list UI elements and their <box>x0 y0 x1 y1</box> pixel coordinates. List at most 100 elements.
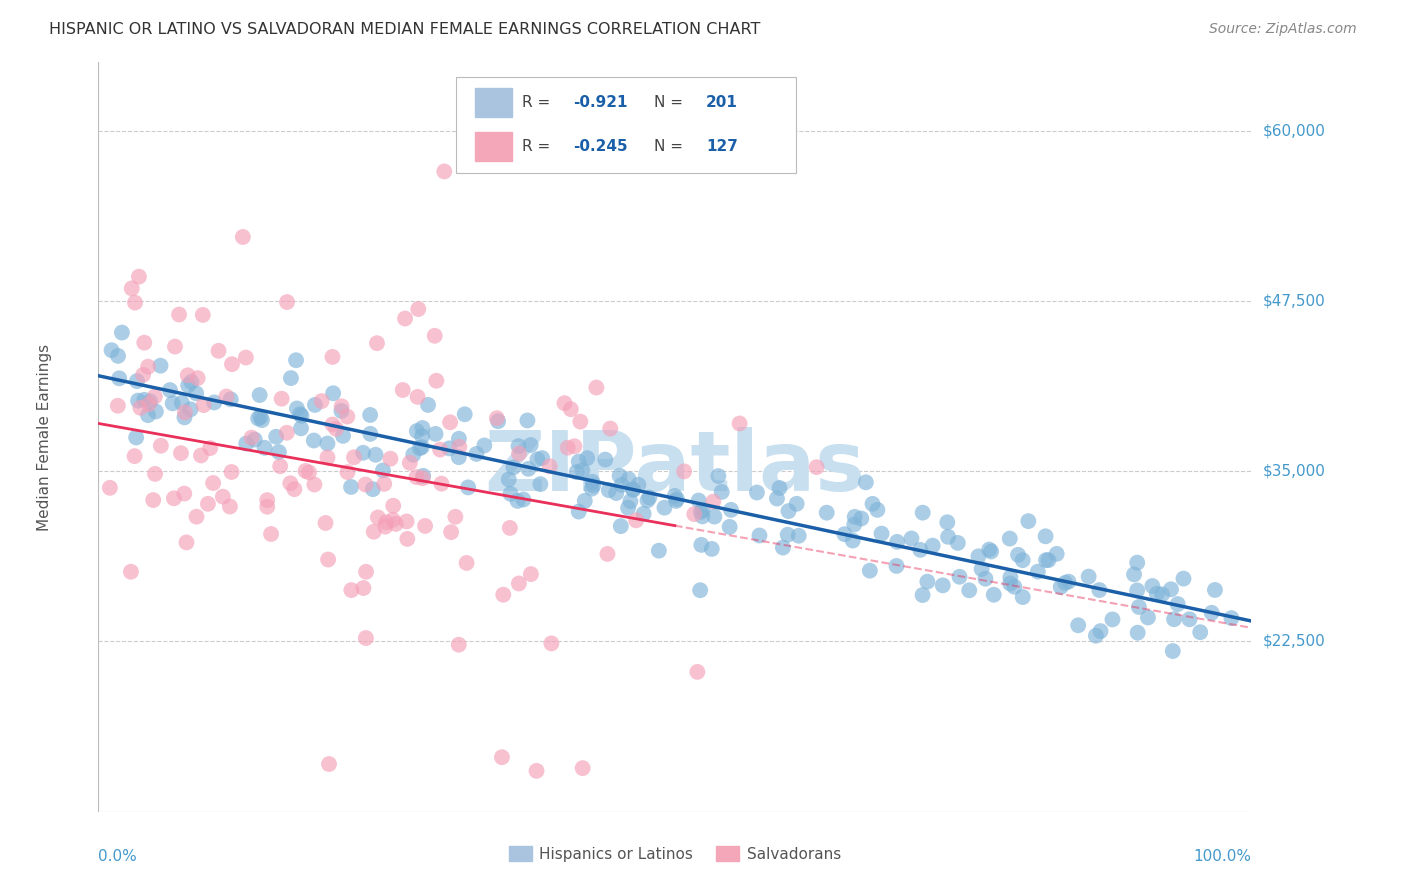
Point <box>406 301 429 316</box>
Point <box>688 493 710 508</box>
Point <box>1077 569 1099 583</box>
Point <box>1136 610 1159 624</box>
Point <box>316 436 339 450</box>
Point <box>1035 529 1057 543</box>
Point <box>364 448 387 462</box>
Point <box>425 426 447 441</box>
Point <box>143 390 166 404</box>
Text: 100.0%: 100.0% <box>1194 849 1251 864</box>
Text: $47,500: $47,500 <box>1263 293 1326 309</box>
Point <box>330 404 353 418</box>
Point <box>1173 572 1195 586</box>
Point <box>568 505 591 519</box>
Point <box>267 445 290 459</box>
Point <box>173 405 195 419</box>
Point <box>250 413 273 427</box>
Point <box>815 506 838 520</box>
Text: $60,000: $60,000 <box>1263 123 1326 138</box>
Point <box>921 539 943 553</box>
Point <box>1189 625 1212 640</box>
Point <box>391 383 413 397</box>
Point <box>380 451 402 466</box>
Point <box>253 441 276 455</box>
Point <box>316 450 339 465</box>
Point <box>748 528 770 542</box>
Point <box>280 476 302 491</box>
Point <box>128 269 150 284</box>
Point <box>1007 548 1029 562</box>
Point <box>311 394 333 409</box>
Point <box>290 421 312 435</box>
Point <box>249 410 271 425</box>
Point <box>862 497 884 511</box>
Point <box>235 351 257 365</box>
Point <box>124 295 146 310</box>
Point <box>557 441 579 455</box>
Point <box>508 576 530 591</box>
Point <box>1128 599 1150 614</box>
Point <box>142 493 165 508</box>
Point <box>162 396 184 410</box>
Point <box>406 390 429 404</box>
Point <box>1067 618 1090 632</box>
Point <box>354 477 377 491</box>
Point <box>979 542 1001 557</box>
Point <box>363 524 385 539</box>
Point <box>264 430 287 444</box>
Point <box>270 392 292 406</box>
Point <box>330 400 353 414</box>
Point <box>163 340 186 354</box>
Point <box>772 541 794 555</box>
Text: Median Female Earnings: Median Female Earnings <box>38 343 52 531</box>
Point <box>998 576 1021 591</box>
Point <box>402 448 425 462</box>
Point <box>143 467 166 481</box>
Point <box>315 516 337 530</box>
Point <box>520 567 543 582</box>
Point <box>529 477 551 491</box>
Point <box>124 449 146 463</box>
Point <box>517 462 540 476</box>
Point <box>129 401 152 415</box>
Point <box>145 404 167 418</box>
Point <box>159 383 181 397</box>
Point <box>519 438 541 452</box>
Point <box>609 468 631 483</box>
Point <box>617 472 640 486</box>
Point <box>318 757 340 772</box>
Point <box>911 588 934 602</box>
Point <box>886 534 908 549</box>
Point <box>285 353 308 368</box>
Point <box>256 493 278 508</box>
Point <box>381 513 404 527</box>
Point <box>970 562 993 576</box>
Point <box>766 491 789 506</box>
Point <box>439 442 461 456</box>
Point <box>692 503 714 517</box>
Text: N =: N = <box>654 139 688 154</box>
Point <box>553 396 575 410</box>
Point <box>280 371 302 385</box>
Point <box>439 415 461 429</box>
Point <box>430 476 453 491</box>
Point <box>1126 625 1149 640</box>
Point <box>412 468 434 483</box>
Point <box>107 349 129 363</box>
Text: N =: N = <box>654 95 688 110</box>
Point <box>946 536 969 550</box>
Point <box>134 335 156 350</box>
Point <box>375 516 398 530</box>
Point <box>690 538 713 552</box>
Point <box>249 388 271 402</box>
Point <box>627 478 650 492</box>
Point <box>499 521 522 535</box>
Point <box>332 429 354 443</box>
Point <box>1026 565 1049 579</box>
Point <box>648 543 671 558</box>
Point <box>212 490 235 504</box>
Point <box>568 455 591 469</box>
Point <box>256 500 278 514</box>
Point <box>187 371 209 385</box>
Point <box>359 408 381 422</box>
Point <box>702 494 724 508</box>
